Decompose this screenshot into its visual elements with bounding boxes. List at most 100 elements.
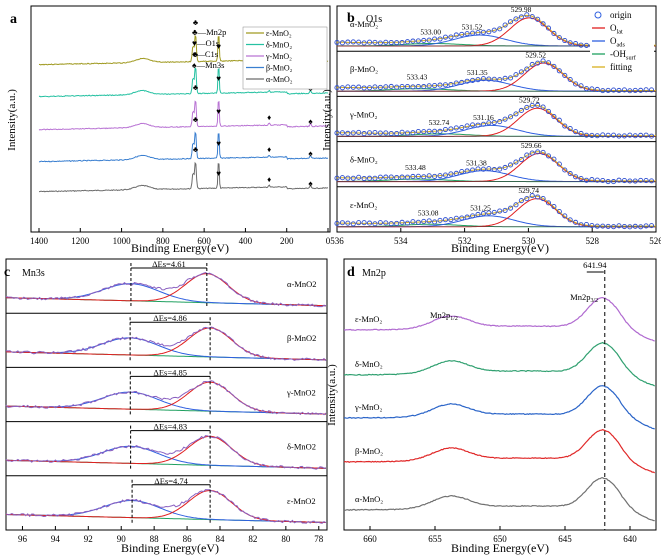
panel-b-lat-value: 529.72 (519, 96, 540, 105)
panel-b-legend-label: Oads (610, 36, 625, 48)
panel-b-origin-point (524, 196, 530, 202)
panel-b-origin-point (470, 122, 476, 128)
panel-c-row-name: γ-MnO2 (286, 387, 316, 397)
panel-b-origin-point (334, 85, 340, 91)
panel-b-lat-value: 529.74 (518, 186, 539, 195)
panel-b-origin-point (377, 84, 383, 90)
panel-b-origin-point (648, 178, 655, 184)
panel-b-x-tick-label: 534 (394, 236, 408, 246)
panel-d-ylabel: Intensity(a.u.) (326, 364, 338, 426)
panel-b-origin-point (350, 221, 356, 227)
panel-b-origin-point (442, 217, 449, 223)
panel-d-x-tick-label: 645 (558, 534, 572, 544)
panel-b-origin-point (453, 170, 459, 176)
panel-b-origin-point (638, 132, 644, 138)
panel-b-row-name: γ-MnO₂ (349, 109, 378, 119)
panel-b-origin-point (600, 177, 606, 184)
panel-c-peak1-fit (6, 327, 327, 361)
panel-b-surf-value: 533.43 (407, 73, 428, 82)
panel-b-origin-point (480, 211, 486, 217)
panel-b-origin-point (453, 80, 459, 86)
panel-b-origin-point (524, 66, 530, 72)
panel-b-origin-point (475, 122, 481, 128)
panel-b-origin-point (366, 130, 373, 136)
panel-b-origin-point (611, 224, 617, 230)
panel-c-raw (5, 380, 327, 416)
panel-b-origin-point (399, 174, 405, 180)
panel-c-raw (5, 272, 327, 308)
panel-b-legend-label: fitting (610, 62, 632, 72)
panel-b-origin-point (502, 116, 508, 122)
panel-d-series-name: γ-MnO₂ (354, 402, 383, 412)
panel-a-series-line (38, 131, 328, 163)
panel-b-origin-point (524, 104, 530, 110)
panel-b-origin-point (518, 69, 524, 75)
panel-a-x-tick-label: 400 (239, 236, 253, 246)
panel-b-origin-point (518, 156, 524, 163)
panel-b-origin-point (432, 173, 438, 179)
panel-b-origin-point (486, 29, 492, 35)
panel-b-origin-point (339, 40, 345, 46)
panel-b-origin-point (497, 26, 503, 32)
panel-b-origin-point (345, 84, 351, 90)
panel-c-delta-label: ΔEs=4.86 (153, 313, 187, 323)
panel-b-origin-point (356, 84, 362, 90)
panel-b-origin-point (475, 30, 481, 36)
panel-b-origin-point (529, 150, 535, 156)
panel-b-origin-point (448, 217, 454, 223)
panel-b-origin-point (394, 175, 400, 181)
panel-b-origin-point (513, 202, 519, 208)
panel-b-origin-point (518, 107, 524, 114)
panel-b-xlabel: Binding Energy(eV) (451, 241, 549, 255)
panel-b-origin-point (415, 129, 421, 135)
panel-b-origin-point (448, 126, 454, 132)
panel-b-origin-point (578, 130, 584, 137)
panel-a-mn2p-marker: ♣ (193, 50, 199, 59)
panel-a-o1s-marker: ♥ (216, 139, 221, 148)
panel-c-x-tick-label: 82 (248, 534, 257, 544)
panel-b-origin-point (442, 82, 449, 88)
panel-c-row-name: β-MnO2 (287, 333, 316, 343)
panel-b-legend-label: origin (610, 10, 632, 20)
panel-d-xlabel: Binding Energy(eV) (451, 541, 549, 555)
panel-d-x-tick-label: 660 (363, 534, 377, 544)
panel-b-origin-point (573, 219, 579, 225)
panel-b-origin-point (551, 156, 557, 162)
panel-b-origin-point (410, 173, 416, 180)
panel-a-x-tick-label: 1000 (113, 236, 132, 246)
panel-c-title: Mn3s (22, 268, 45, 279)
panel-b-origin-point (551, 114, 557, 120)
panel-b-origin-point (388, 130, 394, 137)
panel-c-xlabel: Binding Energy(eV) (121, 541, 219, 555)
panel-b-origin-point (529, 193, 535, 199)
panel-c-raw (5, 326, 327, 362)
panel-b-origin-point (339, 175, 345, 181)
panel-a-x-tick-label: 600 (197, 236, 211, 246)
panel-b-origin-point (437, 36, 443, 42)
panel-b-origin-point (480, 29, 486, 35)
panel-b-origin-point (638, 177, 644, 183)
panel-b-origin-point (415, 219, 421, 225)
panel-b-row-name: ε-MnO₂ (350, 200, 377, 210)
panel-b-origin-point (502, 22, 508, 28)
panel-b-origin-point (573, 81, 579, 87)
panel-b-origin-point (383, 174, 389, 180)
panel-d-label: d (347, 265, 355, 280)
panel-b-origin-point (356, 174, 362, 180)
panel-b-origin-point (361, 131, 367, 137)
panel-b-origin-point (567, 40, 573, 46)
panel-b-origin-point (578, 42, 584, 48)
panel-b-origin-point (372, 129, 378, 136)
panel-d-series-line (343, 429, 655, 474)
panel-b-origin-point (421, 84, 427, 90)
panel-b-origin-point (573, 129, 579, 135)
panel-b-origin-point (350, 39, 356, 45)
panel-b-origin-point (361, 220, 367, 226)
panel-b-row-name: α-MnO₂ (350, 19, 378, 29)
panel-b-origin-point (535, 16, 541, 22)
panel-b-origin-point (627, 178, 633, 184)
panel-b-origin-point (562, 123, 568, 129)
panel-b-origin-point (459, 31, 465, 37)
panel-b-origin-point (621, 177, 627, 184)
panel-b-surf-value: 532.74 (429, 118, 450, 127)
